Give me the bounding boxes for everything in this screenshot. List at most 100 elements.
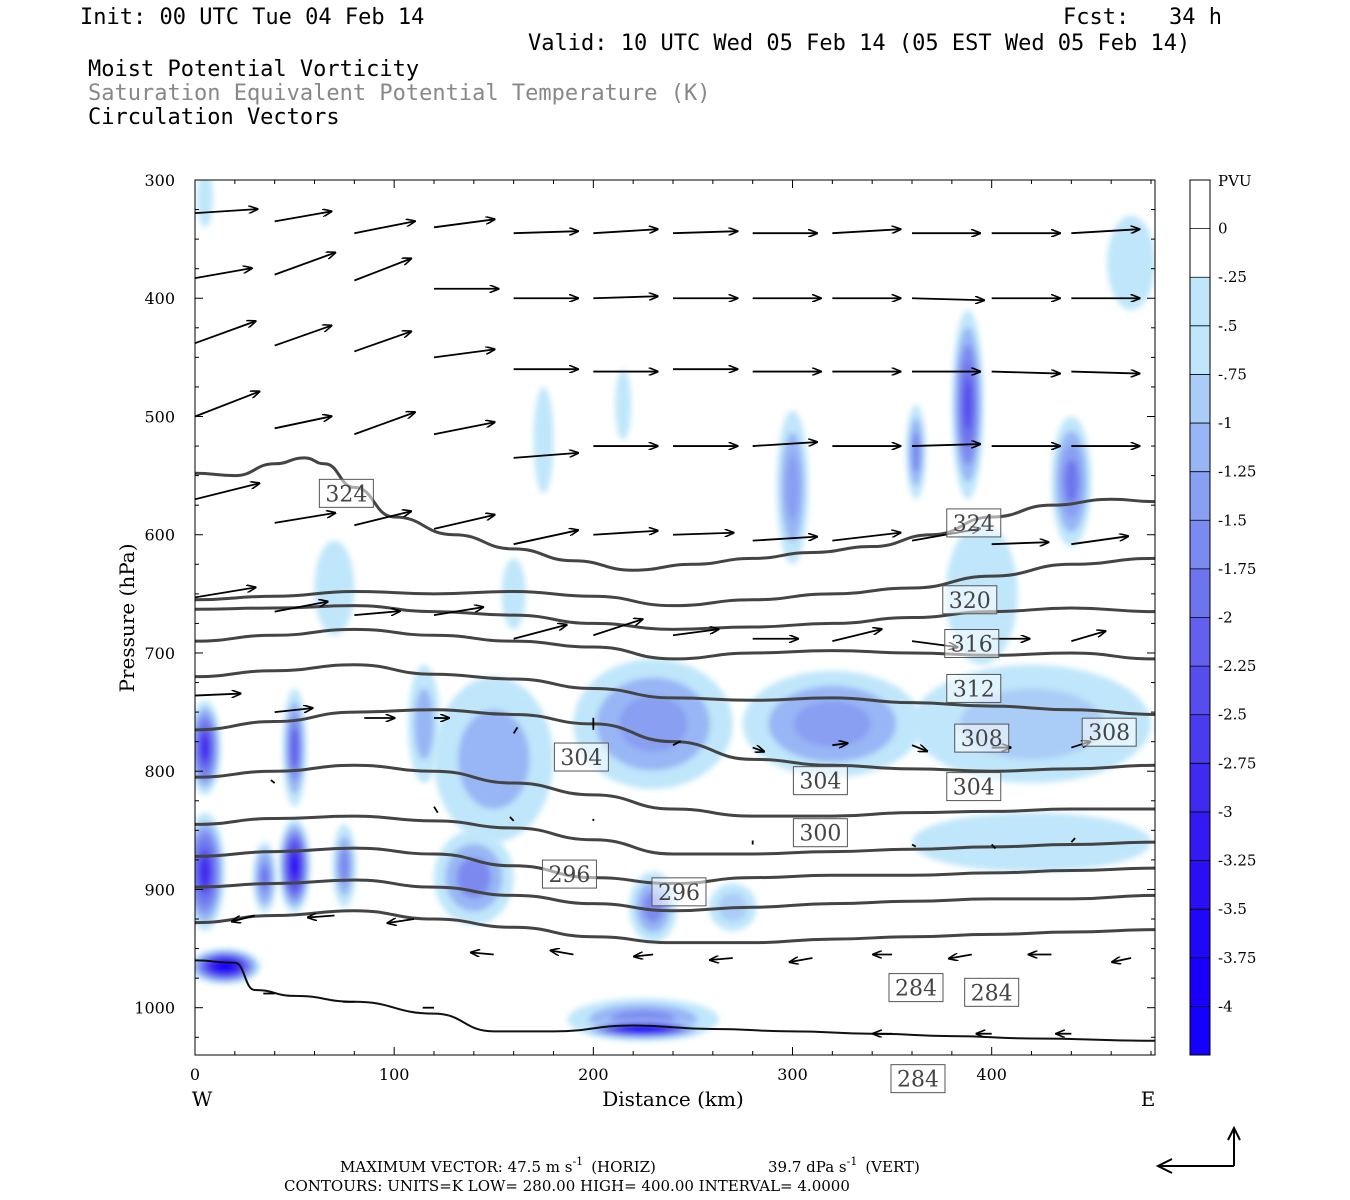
vector-arrow (195, 209, 257, 215)
pv-region (195, 812, 225, 931)
vector-arrow (752, 537, 817, 542)
vector-arrow (433, 607, 483, 617)
pv-region (1051, 416, 1092, 547)
vert-value: 39.7 dPa s (768, 1158, 847, 1176)
vector-arrow (911, 298, 984, 300)
contour-320 (195, 556, 1155, 608)
field-label-thetae: Saturation Equivalent Potential Temperat… (88, 81, 711, 106)
valid-time: Valid: 10 UTC Wed 05 Feb 14 (05 EST Wed … (528, 31, 1191, 56)
vector-arrow (270, 779, 276, 784)
svg-text:304: 304 (953, 776, 995, 801)
colorbar-cell (1190, 617, 1210, 667)
vector-arrow (274, 416, 332, 430)
contour-label: 300 (792, 818, 848, 848)
contour-296 (195, 814, 1155, 856)
colorbar-label: -4 (1218, 997, 1233, 1015)
vector-arrow (513, 530, 578, 546)
contours-info: CONTOURS: UNITS=K LOW= 280.00 HIGH= 400.… (284, 1177, 850, 1195)
colorbar-label: -1.5 (1218, 511, 1247, 529)
svg-text:284: 284 (895, 977, 937, 1002)
vector-arrow (354, 412, 415, 436)
x-tick-label: 400 (976, 1065, 1007, 1084)
plot-frame (194, 179, 1156, 1056)
colorbar-cell (1190, 763, 1210, 812)
pv-region (278, 818, 311, 914)
vector-arrow (274, 602, 328, 613)
pv-region (282, 688, 307, 807)
vector-arrow (752, 748, 764, 752)
pv-region (951, 310, 984, 500)
vector-arrow (354, 611, 399, 617)
colorbar-label: 0 (1218, 220, 1228, 238)
x-tick-label: 100 (379, 1065, 410, 1084)
vector-arrow (232, 914, 255, 921)
vector-arrow (195, 694, 240, 696)
vector-arrow (832, 229, 900, 235)
vector-arrow (354, 221, 415, 235)
vector-arrow (509, 816, 515, 822)
colorbar-cell (1190, 325, 1210, 375)
contour-label: 304 (792, 766, 848, 796)
svg-text:300: 300 (799, 822, 841, 847)
y-tick-label: 900 (144, 880, 175, 899)
colorbar-cell (1190, 1006, 1210, 1055)
vector-arrow (672, 533, 734, 535)
contour-304 (195, 708, 1155, 773)
pv-region (912, 812, 1152, 872)
x-axis-label: Distance (km) (602, 1087, 744, 1111)
vector-arrow (832, 533, 900, 542)
colorbar-unit: PVU (1218, 172, 1252, 190)
svg-text:296: 296 (548, 863, 590, 888)
x-axis-west-label: W (192, 1087, 213, 1111)
axes: 0 100 200 300 400 300 400 500 600 700 800 900 1000 (134, 171, 1155, 1084)
contour-label: 312 (946, 673, 1002, 703)
vector-arrow (195, 321, 256, 345)
x-tick-label: 300 (777, 1065, 808, 1084)
field-label-mpv: Moist Potential Vorticity (88, 57, 420, 82)
vector-arrow (512, 726, 519, 734)
colorbar-label: -1.75 (1218, 560, 1256, 578)
svg-text:284: 284 (897, 1068, 939, 1093)
vector-arrow (593, 619, 642, 637)
pv-region (252, 842, 277, 914)
colorbar-cell (1190, 277, 1210, 326)
svg-text:316: 316 (951, 633, 993, 658)
vector-arrow (949, 954, 972, 958)
colorbar-label: -3 (1218, 803, 1233, 821)
field-label-vectors: Circulation Vectors (88, 105, 340, 130)
colorbar-cell (1190, 714, 1210, 764)
colorbar-cell (1190, 180, 1210, 229)
reference-vector-icon (1155, 1125, 1241, 1174)
contour-label: 284 (890, 1064, 946, 1094)
svg-text:284: 284 (971, 981, 1013, 1006)
pv-region (332, 824, 357, 908)
init-time: Init: 00 UTC Tue 04 Feb 14 (80, 5, 425, 30)
pv-region (196, 180, 213, 228)
vector-arrow (710, 958, 733, 960)
pv-region (434, 830, 514, 925)
vector-arrow (274, 708, 313, 712)
vector-arrow (593, 229, 657, 235)
pv-region (776, 410, 809, 565)
vector-arrow (551, 950, 574, 954)
contour-label: 304 (553, 742, 609, 772)
colorbar-cell (1190, 423, 1210, 472)
y-tick-label: 800 (144, 762, 175, 781)
vector-arrow (195, 268, 252, 280)
vector-arrow (195, 772, 196, 774)
pv-region (195, 700, 221, 795)
colorbar-cell (1190, 666, 1210, 715)
y-tick-label: 600 (144, 526, 175, 545)
colorbar-cell (1190, 520, 1210, 569)
contour-label: 284 (888, 973, 944, 1003)
vector-arrow (471, 952, 494, 954)
colorbar-cell (1190, 909, 1210, 958)
contour-label: 304 (946, 772, 1002, 802)
contour-label: 316 (944, 629, 1000, 659)
vector-arrow (672, 740, 681, 746)
vector-arrow (513, 453, 578, 459)
colorbar-cell (1190, 811, 1210, 861)
pv-shading (195, 180, 1155, 1041)
vector-arrow (991, 843, 997, 850)
vector-arrow (832, 743, 847, 745)
